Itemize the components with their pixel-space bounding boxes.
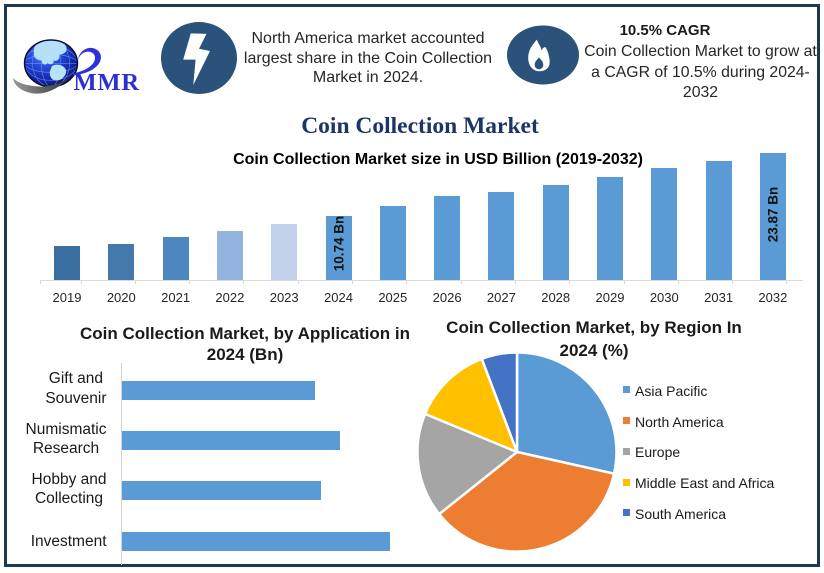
svg-text:MMR: MMR [74,69,140,96]
